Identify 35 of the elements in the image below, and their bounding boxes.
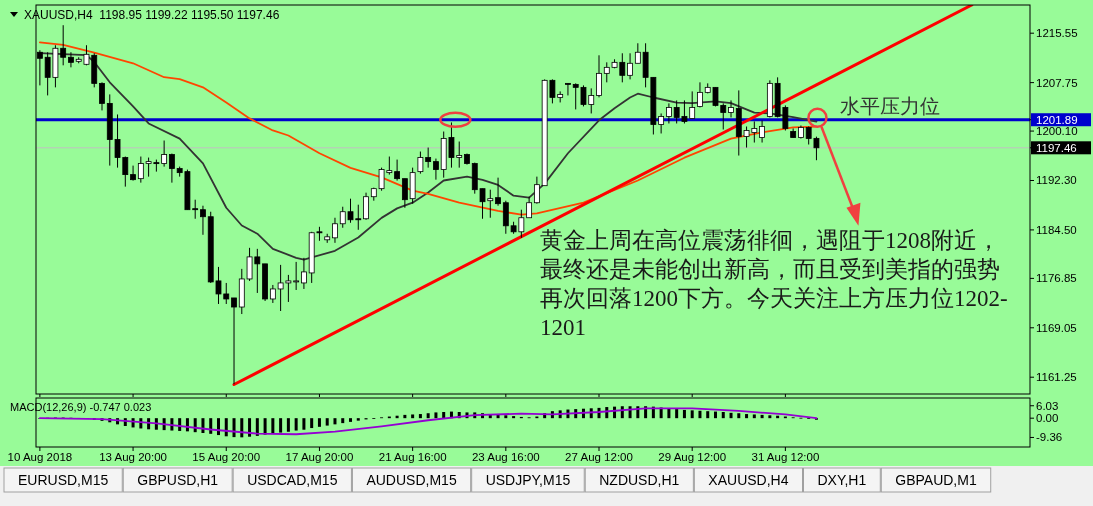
x-tick-label: 15 Aug 20:00	[192, 451, 261, 463]
y-tick-label: 1176.85	[1036, 272, 1077, 285]
text: USDCAD,M15	[247, 472, 338, 488]
y-tick-label: 1201.89	[1036, 113, 1078, 126]
annotation: 黄金上周在高位震荡徘徊，遇阻于1208附近，最终还是未能创出新高，而且受到美指的强势再次回落1200下方。今天关注上方压力位1202-1201	[540, 227, 1009, 342]
y-tick-label: 1161.25	[1036, 371, 1077, 384]
chart-title: MACD(12,26,9) -0.747 0.023	[10, 401, 152, 413]
text: GBPAUD,M1	[895, 472, 977, 488]
x-tick-label: 21 Aug 16:00	[378, 451, 447, 463]
x-tick-label: 27 Aug 12:00	[565, 451, 633, 463]
y-tick-label: 0.00	[1036, 412, 1059, 425]
y-tick-label: 6.03	[1036, 399, 1059, 412]
ref-line-label: 水平压力位	[840, 94, 941, 117]
text: USDJPY,M15	[485, 472, 571, 488]
y-tick-label: -9.36	[1036, 431, 1063, 444]
x-tick-label: 10 Aug 2018	[7, 451, 73, 463]
y-tick-label: 1184.50	[1036, 223, 1077, 236]
x-tick-label: 13 Aug 20:00	[99, 451, 167, 463]
text: DXY,H1	[817, 472, 867, 488]
chart-title: XAUUSD,H4 1198.95 1199.22 1195.50 1197.46	[24, 8, 280, 22]
y-tick-label: 1197.46	[1036, 141, 1077, 154]
x-tick-label: 29 Aug 12:00	[658, 451, 727, 463]
y-tick-label: 1207.75	[1036, 76, 1078, 89]
text: XAUUSD,H4	[708, 472, 789, 488]
y-tick-label: 1215.55	[1036, 27, 1078, 40]
text: EURUSD,M15	[18, 472, 109, 488]
x-tick-label: 17 Aug 20:00	[285, 451, 354, 463]
y-tick-label: 1200.10	[1036, 125, 1078, 138]
x-tick-label: 31 Aug 12:00	[751, 451, 820, 463]
text: GBPUSD,H1	[137, 472, 219, 488]
x-tick-label: 23 Aug 16:00	[471, 451, 540, 463]
y-tick-label: 1192.30	[1036, 174, 1077, 187]
text: AUDUSD,M15	[366, 472, 457, 488]
y-tick-label: 1169.05	[1036, 321, 1077, 334]
text: NZDUSD,H1	[599, 472, 680, 488]
